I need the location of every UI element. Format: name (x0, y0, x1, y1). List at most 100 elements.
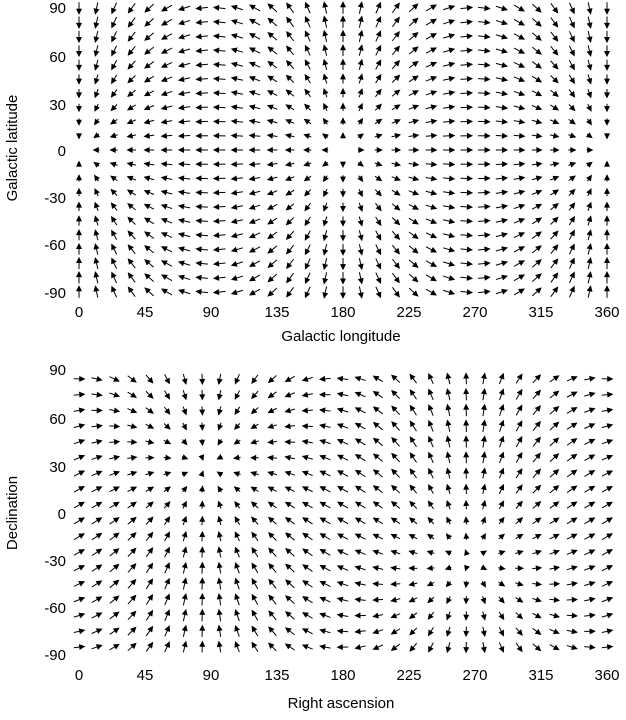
vector-arrow (200, 517, 204, 525)
arrow-head (431, 176, 436, 180)
arrow-head (183, 578, 187, 583)
arrow-head (183, 532, 187, 537)
vector-arrow (551, 217, 558, 224)
arrow-head (77, 9, 81, 14)
vector-arrow (320, 550, 330, 556)
vector-arrow (303, 565, 312, 572)
vector-arrow (443, 48, 454, 52)
vector-arrow (464, 642, 468, 652)
vector-arrow (481, 581, 485, 586)
vector-arrow (200, 439, 204, 445)
arrow-head (356, 408, 361, 412)
arrow-head (373, 566, 378, 570)
arrow-head (570, 22, 574, 27)
arrow-head (553, 106, 558, 110)
arrow-head (323, 134, 328, 138)
vector-arrow (551, 46, 558, 55)
vector-arrow (532, 162, 542, 166)
vector-arrow (532, 535, 540, 539)
arrow-head (519, 275, 524, 279)
vector-arrow (446, 436, 450, 447)
vector-arrow (200, 390, 204, 399)
vector-arrow (605, 104, 609, 111)
vector-arrow (605, 286, 609, 298)
vector-arrow (286, 120, 294, 124)
vector-arrow (250, 19, 260, 25)
vector-arrow (426, 134, 436, 138)
vector-arrow (516, 374, 522, 383)
y-tick-label: 30 (49, 459, 66, 476)
vector-arrow (251, 424, 258, 428)
vector-arrow (91, 408, 101, 412)
arrow-head (341, 236, 345, 241)
vector-arrow (268, 4, 277, 12)
vector-arrow (533, 469, 540, 477)
arrow-head (286, 487, 291, 491)
vector-arrow (287, 259, 294, 268)
vector-arrow (92, 565, 102, 571)
vector-arrow (550, 645, 559, 650)
arrow-head (218, 547, 222, 552)
arrow-head (148, 472, 153, 476)
arrow-head (269, 409, 274, 413)
vector-arrow (111, 203, 116, 210)
arrow-head (553, 176, 558, 180)
vector-arrow (426, 233, 436, 238)
arrow-head (232, 77, 237, 81)
arrow-head (449, 77, 454, 81)
arrow-head (320, 645, 325, 649)
vector-arrow (550, 614, 559, 618)
arrow-head (114, 456, 119, 460)
arrow-head (320, 392, 325, 396)
arrow-head (356, 486, 361, 490)
vector-arrow (464, 517, 468, 524)
arrow-head (96, 502, 101, 506)
arrow-head (341, 118, 345, 123)
vector-arrow (232, 48, 243, 52)
vector-arrow (375, 176, 381, 180)
vector-arrow (359, 244, 363, 254)
arrow-head (128, 148, 133, 152)
arrow-head (502, 190, 507, 194)
arrow-head (570, 231, 574, 236)
vector-arrow (358, 176, 362, 182)
vector-arrow (128, 176, 136, 180)
vector-arrow (305, 287, 310, 298)
arrow-head (77, 134, 81, 139)
vector-arrow (179, 261, 190, 265)
arrow-head (94, 23, 98, 28)
arrow-head (356, 423, 361, 427)
vector-arrow (110, 487, 119, 492)
arrow-head (500, 453, 504, 458)
arrow-head (218, 394, 222, 399)
vector-arrow (602, 534, 612, 540)
vector-arrow (200, 610, 204, 621)
arrow-head (570, 273, 574, 278)
vector-arrow (305, 176, 311, 180)
vector-arrow (341, 203, 345, 211)
vector-arrow (252, 611, 258, 621)
vector-arrow (303, 377, 313, 381)
arrow-head (128, 162, 133, 166)
vector-arrow (373, 566, 383, 570)
vector-arrow (214, 63, 225, 67)
vector-arrow (109, 456, 119, 460)
vector-arrow (409, 274, 418, 282)
vector-arrow (376, 245, 381, 255)
arrow-head (200, 486, 204, 491)
x-tick-label: 180 (330, 667, 355, 684)
arrow-head (183, 626, 187, 631)
arrow-head (502, 204, 507, 208)
arrow-head (519, 35, 524, 39)
vector-arrow (605, 89, 609, 97)
arrow-head (429, 647, 433, 652)
arrow-head (94, 9, 98, 14)
arrow-head (145, 204, 150, 208)
arrow-head (218, 440, 222, 445)
arrow-head (305, 292, 309, 297)
vector-arrow (498, 566, 504, 570)
arrow-head (179, 6, 184, 10)
arrow-head (464, 436, 468, 441)
vector-arrow (443, 91, 454, 95)
arrow-head (605, 9, 609, 14)
